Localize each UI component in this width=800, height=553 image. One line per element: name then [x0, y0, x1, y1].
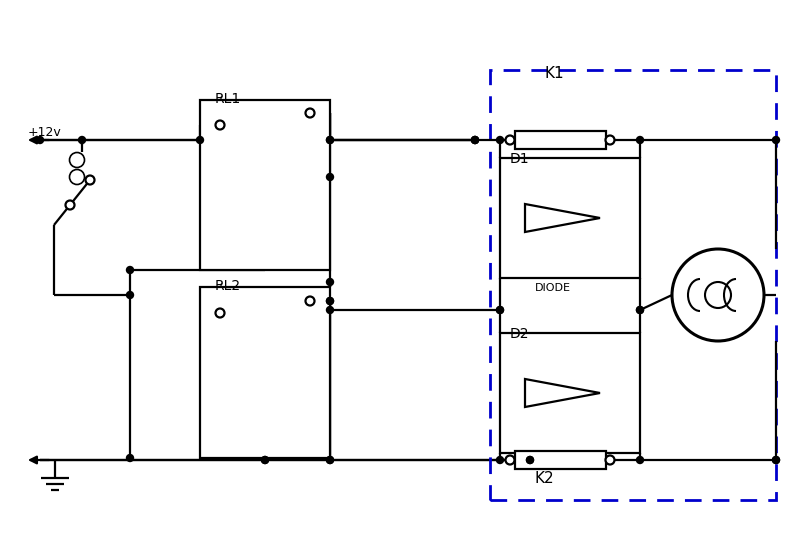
- Circle shape: [637, 306, 643, 314]
- Circle shape: [326, 279, 334, 285]
- Circle shape: [70, 153, 85, 168]
- Text: RL1: RL1: [215, 92, 242, 106]
- Text: +12v: +12v: [28, 126, 62, 139]
- Circle shape: [471, 137, 478, 143]
- Circle shape: [37, 137, 43, 143]
- Text: DIODE: DIODE: [535, 458, 571, 468]
- Circle shape: [606, 456, 614, 465]
- Circle shape: [526, 456, 534, 463]
- Circle shape: [66, 201, 74, 210]
- Circle shape: [606, 135, 614, 144]
- Circle shape: [506, 135, 514, 144]
- Polygon shape: [525, 204, 600, 232]
- Circle shape: [471, 137, 478, 143]
- Text: D1: D1: [510, 152, 530, 166]
- Circle shape: [526, 456, 534, 463]
- Circle shape: [471, 137, 478, 143]
- Circle shape: [497, 456, 503, 463]
- Circle shape: [497, 306, 503, 314]
- Text: RL2: RL2: [215, 279, 241, 293]
- Circle shape: [126, 291, 134, 299]
- Circle shape: [306, 296, 314, 305]
- Text: ←: ←: [73, 156, 79, 165]
- Circle shape: [78, 137, 86, 143]
- Circle shape: [672, 249, 764, 341]
- Bar: [200, 100, 330, 270]
- Circle shape: [126, 267, 134, 274]
- Circle shape: [326, 137, 334, 143]
- Circle shape: [215, 121, 225, 129]
- Bar: [514, 451, 606, 469]
- Circle shape: [773, 456, 779, 463]
- Circle shape: [326, 298, 334, 305]
- Circle shape: [326, 137, 334, 143]
- Circle shape: [215, 309, 225, 317]
- Circle shape: [306, 108, 314, 117]
- Bar: [200, 287, 330, 458]
- Text: DIODE: DIODE: [535, 283, 571, 293]
- Circle shape: [326, 174, 334, 180]
- Polygon shape: [525, 379, 600, 407]
- Circle shape: [126, 455, 134, 462]
- Circle shape: [705, 282, 731, 308]
- Text: K2: K2: [535, 471, 554, 486]
- Circle shape: [70, 170, 85, 185]
- Bar: [500, 158, 640, 278]
- Circle shape: [637, 137, 643, 143]
- Circle shape: [773, 137, 779, 143]
- Circle shape: [326, 306, 334, 314]
- Circle shape: [326, 456, 334, 463]
- Circle shape: [497, 137, 503, 143]
- Circle shape: [326, 298, 334, 305]
- Text: →: →: [73, 174, 79, 182]
- Text: D2: D2: [510, 327, 530, 341]
- Circle shape: [86, 175, 94, 185]
- Bar: [490, 70, 776, 500]
- Circle shape: [262, 456, 269, 463]
- Circle shape: [326, 456, 334, 463]
- Circle shape: [773, 456, 779, 463]
- Circle shape: [506, 456, 514, 465]
- Bar: [514, 131, 606, 149]
- Circle shape: [637, 456, 643, 463]
- Circle shape: [497, 306, 503, 314]
- Text: K1: K1: [545, 66, 565, 81]
- Circle shape: [637, 306, 643, 314]
- Circle shape: [262, 456, 269, 463]
- Circle shape: [197, 137, 203, 143]
- Bar: [500, 333, 640, 453]
